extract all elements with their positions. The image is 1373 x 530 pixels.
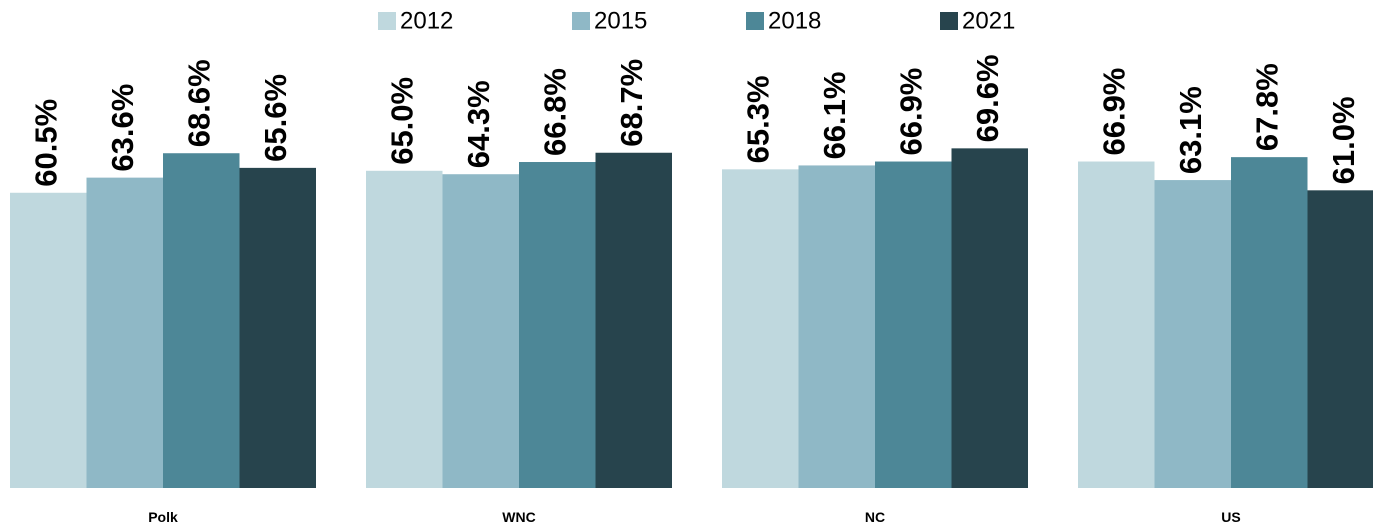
bar: [1078, 161, 1155, 488]
bar: [951, 148, 1028, 489]
bar: [163, 153, 240, 488]
data-label: 66.8%: [537, 68, 572, 156]
bar: [875, 161, 952, 488]
data-label: 69.6%: [970, 54, 1005, 142]
legend-swatch: [746, 12, 764, 30]
category-label: US: [1221, 509, 1240, 525]
data-label: 66.1%: [817, 72, 852, 160]
category-label: WNC: [502, 509, 535, 525]
bar: [10, 192, 87, 488]
legend-label: 2012: [400, 7, 453, 34]
legend-swatch: [940, 12, 958, 30]
bar: [442, 174, 519, 488]
bar: [366, 170, 443, 489]
data-label: 65.3%: [740, 75, 775, 163]
data-label: 63.1%: [1173, 86, 1208, 174]
data-label: 68.7%: [614, 59, 649, 147]
data-label: 67.8%: [1249, 63, 1284, 151]
category-label: Polk: [148, 509, 178, 525]
bar: [798, 165, 875, 488]
bar: [595, 152, 672, 488]
data-label: 66.9%: [1096, 68, 1131, 156]
data-label: 65.6%: [258, 74, 293, 162]
bar: [1307, 190, 1373, 488]
data-label: 65.0%: [384, 77, 419, 165]
category-label: NC: [865, 509, 885, 525]
legend-label: 2018: [768, 7, 821, 34]
bar: [239, 167, 316, 488]
data-label: 68.6%: [181, 59, 216, 147]
data-label: 60.5%: [28, 99, 63, 187]
bar: [1154, 180, 1231, 488]
data-label: 63.6%: [105, 84, 140, 172]
legend-swatch: [572, 12, 590, 30]
bar: [1231, 157, 1308, 489]
legend-label: 2021: [962, 7, 1015, 34]
bar: [86, 177, 163, 488]
data-label: 61.0%: [1326, 96, 1361, 184]
legend-label: 2015: [594, 7, 647, 34]
data-label: 66.9%: [893, 68, 928, 156]
data-label: 64.3%: [461, 80, 496, 168]
bar: [519, 162, 596, 489]
bar: [722, 169, 799, 488]
legend-swatch: [378, 12, 396, 30]
